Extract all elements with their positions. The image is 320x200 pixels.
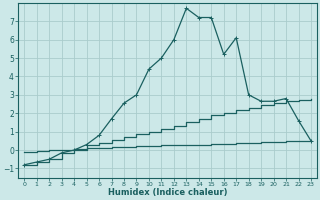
X-axis label: Humidex (Indice chaleur): Humidex (Indice chaleur) (108, 188, 228, 197)
